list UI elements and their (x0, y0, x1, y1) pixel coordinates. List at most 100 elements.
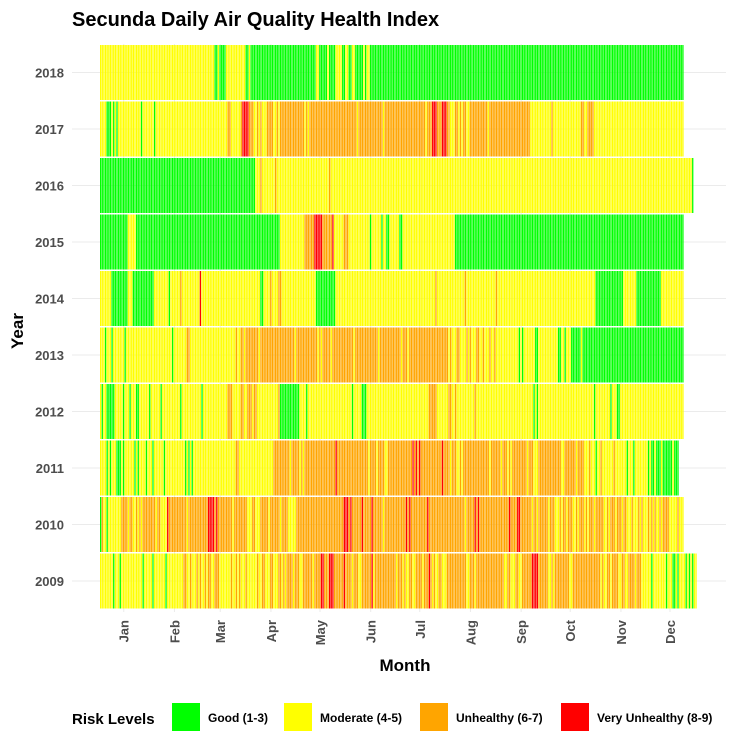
day-tile (185, 214, 187, 270)
day-tile (682, 497, 684, 552)
day-tile (508, 101, 511, 157)
day-tile (590, 45, 592, 100)
day-tile (301, 45, 303, 100)
day-tile (564, 497, 566, 552)
day-tile (279, 497, 282, 552)
day-tile (350, 553, 352, 609)
day-tile (438, 553, 440, 609)
day-tile (430, 158, 432, 213)
day-tile (106, 158, 108, 213)
day-tile (602, 271, 604, 326)
day-tile (481, 158, 483, 213)
day-tile (387, 45, 390, 100)
day-tile (291, 271, 293, 326)
day-tile (454, 440, 457, 496)
day-tile (466, 158, 468, 213)
day-tile (281, 271, 283, 326)
day-tile (530, 327, 532, 383)
day-tile (502, 553, 504, 609)
day-tile (307, 553, 310, 609)
day-tile (189, 45, 192, 100)
day-tile (564, 45, 566, 100)
day-tile (484, 440, 486, 496)
day-tile (629, 384, 632, 439)
day-tile (396, 271, 398, 326)
day-tile (564, 384, 566, 439)
day-tile (103, 101, 105, 157)
day-tile (409, 101, 411, 157)
day-tile (119, 327, 121, 383)
day-tile (495, 497, 498, 552)
day-tile (104, 214, 107, 270)
day-tile (579, 553, 581, 609)
day-tile (204, 440, 206, 496)
day-tile (662, 384, 664, 439)
day-tile (235, 271, 238, 326)
day-tile (608, 440, 610, 496)
day-tile (441, 214, 444, 270)
day-tile (504, 327, 506, 383)
day-tile (539, 101, 542, 157)
day-tile (620, 101, 622, 157)
day-tile (276, 214, 278, 270)
day-tile (436, 271, 439, 326)
day-tile (394, 158, 396, 213)
day-tile (553, 101, 555, 157)
day-tile (219, 553, 221, 609)
day-tile (677, 214, 679, 270)
day-tile (221, 440, 223, 496)
day-tile (345, 214, 347, 270)
day-tile (232, 553, 234, 609)
day-tile (117, 158, 120, 213)
day-tile (381, 214, 383, 270)
day-tile (556, 45, 558, 100)
day-tile (363, 327, 365, 383)
day-tile (616, 45, 619, 100)
day-tile (389, 158, 391, 213)
day-tile (525, 440, 527, 496)
day-tile (454, 214, 457, 270)
x-tick-label: Sep (514, 620, 529, 644)
day-tile (628, 271, 630, 326)
day-tile (575, 45, 578, 100)
day-tile (472, 45, 475, 100)
day-tile (263, 271, 265, 326)
day-tile (194, 384, 197, 439)
day-tile (665, 214, 668, 270)
day-tile (613, 384, 615, 439)
day-tile (497, 45, 499, 100)
day-tile (430, 384, 432, 439)
day-tile (582, 158, 584, 213)
day-tile (420, 384, 422, 439)
day-tile (355, 440, 357, 496)
day-tile (504, 497, 506, 552)
day-tile (235, 440, 238, 496)
day-tile (472, 384, 475, 439)
day-tile (206, 101, 208, 157)
day-tile (616, 497, 619, 552)
day-tile (471, 45, 473, 100)
day-tile (553, 384, 555, 439)
day-tile (203, 327, 205, 383)
day-tile (255, 101, 257, 157)
day-tile (589, 214, 591, 270)
day-tile (553, 440, 555, 496)
day-tile (135, 45, 138, 100)
day-tile (536, 384, 538, 439)
day-tile (178, 214, 180, 270)
day-tile (631, 553, 633, 609)
day-tile (235, 101, 238, 157)
day-tile (325, 101, 328, 157)
day-tile (122, 497, 125, 552)
day-tile (510, 45, 512, 100)
day-tile (382, 45, 385, 100)
day-tile (100, 440, 102, 496)
day-tile (116, 440, 118, 496)
day-tile (474, 214, 476, 270)
day-tile (291, 214, 293, 270)
day-tile (301, 327, 303, 383)
day-tile (639, 384, 642, 439)
day-tile (569, 101, 571, 157)
day-tile (639, 101, 642, 157)
day-tile (237, 158, 239, 213)
